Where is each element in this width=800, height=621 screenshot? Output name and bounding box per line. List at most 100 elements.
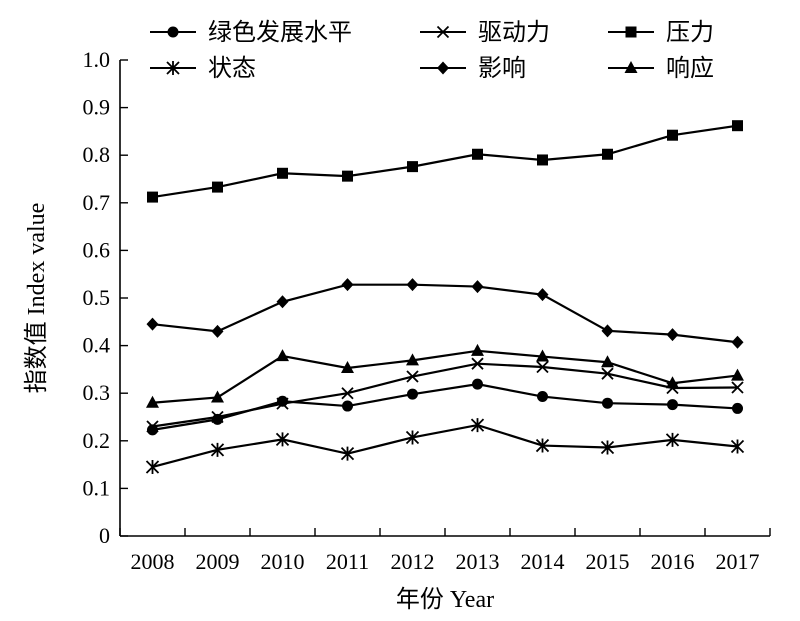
data-point-x	[536, 360, 549, 374]
legend-label: 驱动力	[478, 19, 550, 46]
data-point-circle	[407, 388, 418, 400]
data-point-triangle	[276, 349, 289, 362]
data-point-circle	[667, 399, 678, 411]
data-point-asterisk	[600, 440, 615, 455]
data-point-triangle	[146, 395, 159, 408]
data-point-circle	[537, 391, 548, 403]
series-line	[152, 383, 738, 431]
legend-marker-diamond	[437, 61, 449, 75]
data-point-diamond	[341, 278, 354, 292]
data-point-x	[471, 357, 484, 370]
data-point-triangle	[211, 390, 224, 403]
legend-item: 影响	[420, 55, 526, 82]
x-tick-label: 2010	[261, 549, 305, 574]
series-diamond	[146, 278, 744, 349]
data-point-square	[342, 170, 353, 182]
legend-label: 影响	[478, 55, 526, 82]
data-point-diamond	[731, 335, 744, 349]
data-point-square	[407, 161, 418, 173]
series-asterisk	[145, 418, 745, 474]
data-point-x	[731, 381, 744, 394]
data-point-triangle	[536, 349, 549, 362]
data-point-circle	[472, 378, 483, 390]
data-point-asterisk	[275, 432, 290, 447]
data-point-x	[341, 387, 354, 400]
data-point-x	[406, 370, 419, 383]
y-tick-label: 0.2	[83, 428, 111, 453]
data-point-triangle	[666, 376, 679, 389]
legend-item: 状态	[150, 55, 256, 82]
series	[145, 120, 745, 474]
data-point-x	[276, 397, 289, 410]
y-tick-label: 0	[99, 523, 110, 548]
legend-label: 响应	[666, 55, 714, 82]
data-point-asterisk	[210, 442, 225, 457]
data-point-x	[211, 410, 224, 424]
data-point-diamond	[536, 288, 549, 302]
legend-label: 绿色发展水平	[208, 19, 352, 46]
legend-item: 驱动力	[420, 19, 550, 46]
series-x	[146, 357, 744, 433]
y-tick-label: 0.1	[83, 475, 111, 500]
data-point-asterisk	[730, 439, 745, 454]
data-point-square	[277, 167, 288, 179]
legend-label: 状态	[208, 55, 256, 82]
data-point-diamond	[601, 324, 614, 338]
x-tick-label: 2008	[131, 549, 175, 574]
data-point-diamond	[276, 295, 289, 309]
y-axis-title: 指数值 Index value	[23, 203, 50, 394]
data-point-diamond	[211, 324, 224, 338]
series-square	[147, 120, 743, 203]
data-point-asterisk	[470, 418, 485, 433]
series-line	[152, 283, 738, 344]
y-tick-label: 0.4	[83, 333, 111, 358]
data-point-square	[537, 154, 548, 166]
x-tick-label: 2009	[196, 549, 240, 574]
series-line	[152, 124, 738, 199]
series-triangle	[146, 343, 744, 408]
data-point-asterisk	[535, 438, 550, 453]
x-ticks: 2008 2009 2010 2011 2012 2013 2014 2015 2016 2017	[119, 528, 771, 574]
series-line	[152, 349, 738, 404]
data-point-diamond	[406, 278, 419, 292]
data-point-circle	[732, 402, 743, 414]
data-point-triangle	[731, 368, 744, 381]
data-point-square	[472, 148, 483, 160]
data-point-asterisk	[340, 446, 355, 461]
legend-marker-x	[436, 25, 450, 39]
x-tick-label: 2016	[651, 549, 695, 574]
data-point-square	[602, 148, 613, 160]
data-point-diamond	[666, 328, 679, 342]
y-tick-label: 0.8	[83, 142, 111, 167]
x-tick-label: 2012	[391, 549, 435, 574]
data-point-x	[146, 420, 159, 433]
y-tick-label: 0.9	[83, 95, 111, 120]
x-tick-label: 2011	[326, 549, 369, 574]
x-tick-label: 2015	[586, 549, 630, 574]
data-point-asterisk	[665, 432, 680, 447]
data-point-asterisk	[145, 459, 160, 474]
data-point-circle	[342, 400, 353, 412]
legend-marker-asterisk	[166, 61, 180, 75]
x-tick-label: 2013	[456, 549, 500, 574]
legend-item: 响应	[608, 55, 714, 82]
y-tick-label: 0.3	[83, 380, 111, 405]
data-point-diamond	[146, 317, 159, 331]
data-point-x	[601, 367, 614, 380]
y-tick-label: 0.6	[83, 237, 111, 262]
data-point-triangle	[601, 355, 614, 368]
x-axis-title: 年份 Year	[396, 586, 494, 613]
data-point-circle	[602, 397, 613, 409]
series-line	[152, 423, 738, 469]
data-point-square	[732, 120, 743, 132]
legend-marker-square	[625, 26, 637, 38]
x-tick-label: 2017	[716, 549, 760, 574]
y-tick-label: 1.0	[83, 47, 111, 72]
y-tick-label: 0.5	[83, 285, 111, 310]
data-point-diamond	[471, 280, 484, 294]
data-point-triangle	[406, 353, 419, 366]
data-point-square	[147, 191, 158, 203]
